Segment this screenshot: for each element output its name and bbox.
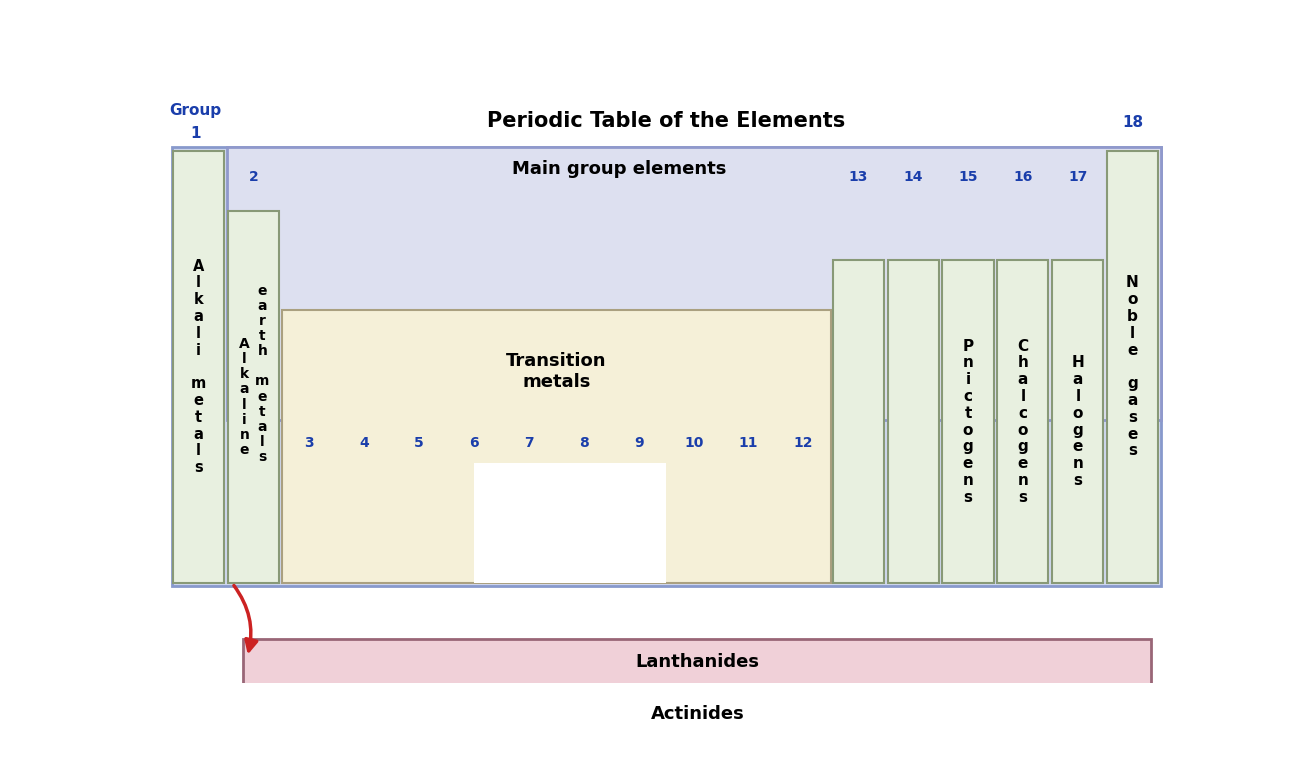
Bar [997,260,1049,583]
Bar [1108,150,1157,583]
Text: 1: 1 [190,126,200,141]
Text: 3: 3 [304,436,315,449]
Bar [243,639,1152,685]
Text: C
h
a
l
c
o
g
e
n
s: C h a l c o g e n s [1018,339,1028,505]
Text: Transition
metals: Transition metals [506,352,607,390]
Bar [1053,260,1104,583]
Bar [243,691,1152,737]
Text: 16: 16 [1014,170,1034,184]
Text: N
o
b
l
e
 
g
a
s
e
s: N o b l e g a s e s [1126,275,1139,459]
Bar [226,147,1161,420]
Text: 18: 18 [1123,114,1144,130]
Text: Lanthanides: Lanthanides [636,653,759,671]
Bar [888,260,939,583]
Text: 8: 8 [578,436,589,449]
Bar [832,260,884,583]
Text: 6: 6 [469,436,478,449]
Text: 15: 15 [958,170,978,184]
Text: A
l
k
a
l
i
 
m
e
t
a
l
s: A l k a l i m e t a l s [191,258,207,476]
Text: Actinides: Actinides [650,705,744,723]
Text: 14: 14 [903,170,923,184]
Bar [474,463,666,582]
Text: 5: 5 [415,436,424,449]
Text: 10: 10 [684,436,703,449]
Text: 11: 11 [738,436,758,449]
Text: 7: 7 [524,436,534,449]
Text: 4: 4 [359,436,369,449]
Text: 12: 12 [794,436,814,449]
Bar [229,211,278,583]
Text: 13: 13 [849,170,868,184]
Text: 9: 9 [634,436,644,449]
Text: Group: Group [169,103,221,118]
Bar [942,260,993,583]
Text: P
n
i
c
t
o
g
e
n
s: P n i c t o g e n s [962,339,974,505]
Text: e
a
r
t
h
 
m
e
t
a
l
s: e a r t h m e t a l s [255,284,269,464]
Text: 2: 2 [250,170,259,184]
Bar [172,147,1161,587]
Bar [282,310,831,582]
Text: H
a
l
o
g
e
n
s: H a l o g e n s [1071,355,1084,488]
Text: 17: 17 [1069,170,1088,184]
Text: Periodic Table of the Elements: Periodic Table of the Elements [488,110,845,130]
Text: A
l
k
a
l
i
n
e: A l k a l i n e [239,337,250,457]
Bar [173,150,224,583]
Text: Main group elements: Main group elements [512,160,727,178]
